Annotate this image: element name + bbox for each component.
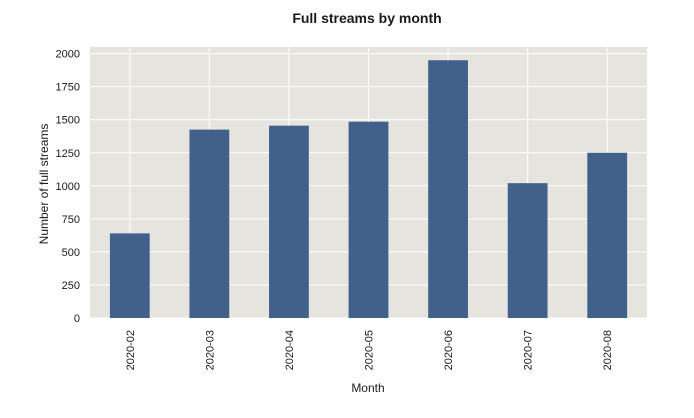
x-tick-label: 2020-08 [602, 330, 614, 370]
x-tick-label: 2020-02 [125, 330, 137, 370]
bar-2020-03 [189, 129, 230, 318]
x-axis-label: Month [351, 381, 384, 395]
x-tick-label: 2020-04 [284, 330, 296, 370]
bar-2020-06 [428, 60, 468, 318]
chart-title: Full streams by month [292, 10, 441, 26]
bar-2020-07 [507, 183, 548, 318]
bar-2020-02 [109, 233, 150, 318]
y-tick-label: 500 [62, 247, 80, 259]
bar-2020-04 [269, 125, 309, 318]
x-tick-label: 2020-06 [443, 330, 455, 370]
y-tick-label: 1750 [56, 82, 80, 94]
bars [109, 60, 628, 318]
y-tick-label: 1500 [56, 115, 80, 127]
x-tick-label: 2020-03 [204, 330, 216, 370]
y-tick-label: 0 [74, 313, 80, 325]
x-axis-ticks: 2020-02 2020-03 2020-04 2020-05 2020-06 2020-… [125, 330, 614, 370]
y-tick-label: 2000 [56, 49, 80, 61]
x-tick-label: 2020-05 [364, 330, 376, 370]
bar-2020-08 [587, 152, 628, 318]
y-tick-label: 1000 [56, 181, 80, 193]
y-tick-label: 750 [62, 214, 80, 226]
x-tick-label: 2020-07 [523, 330, 535, 370]
y-tick-label: 1250 [56, 148, 80, 160]
y-tick-label: 250 [62, 280, 80, 292]
y-axis-ticks: 0 250 500 750 1000 1250 1500 1750 2000 [56, 49, 80, 325]
bar-2020-05 [348, 121, 389, 318]
y-axis-label: Number of full streams [37, 124, 51, 245]
